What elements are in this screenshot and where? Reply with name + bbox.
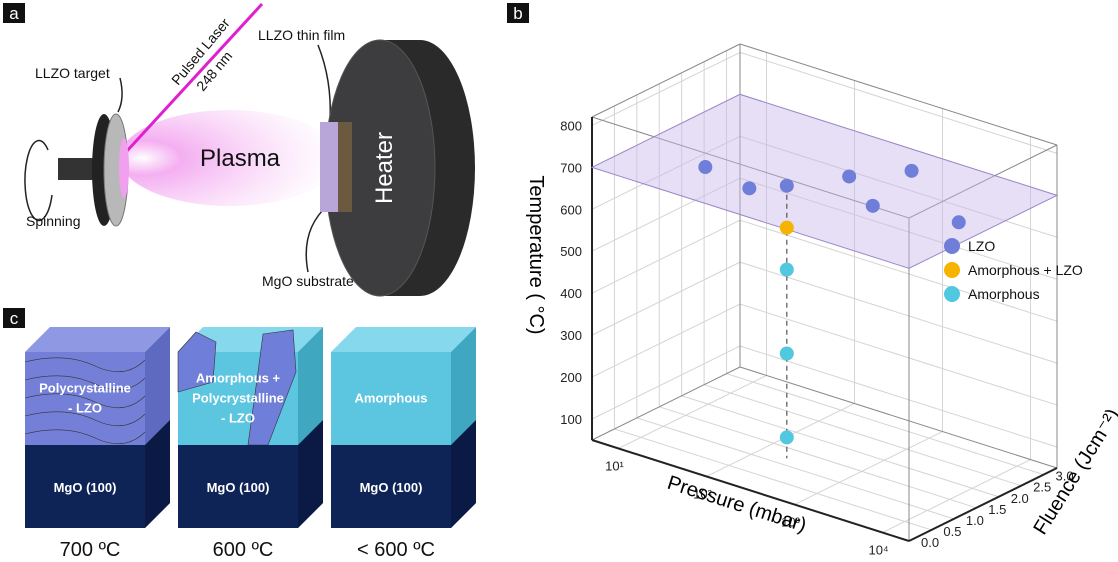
pointer <box>306 205 328 272</box>
z-tick-label: 400 <box>560 286 582 301</box>
data-point <box>952 215 966 229</box>
layer-label: - LZO <box>68 401 102 416</box>
figure: a LLZO target Pulsed Laser 248 nm Plasma… <box>0 0 1118 562</box>
z-tick-label: 200 <box>560 370 582 385</box>
temperature-label: < 600 ºC <box>357 539 435 561</box>
panel-b: b <box>507 3 529 23</box>
legend-label: LZO <box>968 238 995 254</box>
legend-marker <box>944 238 960 254</box>
pointer <box>118 78 122 112</box>
z-axis-title: Temperature ( °C) <box>525 175 547 334</box>
page: {"panel_a":{"label":"a","target":"LLZO t… <box>0 0 1118 562</box>
y-tick-label: 0.5 <box>943 524 961 539</box>
block-top <box>25 327 170 352</box>
substrate-label: MgO (100) <box>54 480 117 495</box>
data-point <box>780 430 794 444</box>
chart: 10¹10²10³10⁴0.00.51.01.52.02.53.01002003… <box>525 44 1118 558</box>
y-tick-label: 1.5 <box>988 502 1006 517</box>
label: Plasma <box>200 145 281 172</box>
y-tick-label: 0.0 <box>921 535 939 550</box>
spin-arrow <box>25 141 52 221</box>
substrate-label: MgO (100) <box>207 480 270 495</box>
data-point <box>742 181 756 195</box>
x-tick-label: 10⁴ <box>868 543 888 558</box>
panel-label: a <box>9 4 19 23</box>
data-point <box>698 160 712 174</box>
z-tick-label: 800 <box>560 118 582 133</box>
legend-label: Amorphous + LZO <box>968 262 1083 278</box>
label: Heater <box>371 132 398 204</box>
legend-label: Amorphous <box>968 286 1040 302</box>
y-tick-label: 2.5 <box>1033 480 1051 495</box>
substrate-label: MgO (100) <box>360 480 423 495</box>
block-top <box>331 327 476 352</box>
data-point <box>905 164 919 178</box>
layer-label: Polycrystalline <box>192 391 284 406</box>
label: LLZO thin film <box>258 27 345 43</box>
data-point <box>780 347 794 361</box>
data-point <box>780 263 794 277</box>
z-tick-label: 100 <box>560 412 582 427</box>
panel-c: c Polycrystalline - LZO MgO (100) 700 ºC Amo… <box>3 308 476 561</box>
legend-marker <box>944 262 960 278</box>
legend-marker <box>944 286 960 302</box>
pointer <box>318 45 330 120</box>
label: LLZO target <box>35 65 110 81</box>
temperature-label: 700 ºC <box>60 539 121 561</box>
target-spot <box>119 138 129 198</box>
layer-label: - LZO <box>221 411 255 426</box>
z-tick-label: 700 <box>560 160 582 175</box>
data-point <box>842 169 856 183</box>
data-point <box>866 199 880 213</box>
temperature-label: 600 ºC <box>213 539 274 561</box>
y-axis-title: Fluence (Jcm⁻²) <box>1029 405 1118 539</box>
z-tick-label: 600 <box>560 202 582 217</box>
panel-label: c <box>10 309 19 328</box>
layer-label: Amorphous <box>355 391 428 406</box>
block-layer <box>25 352 145 445</box>
x-tick-label: 10¹ <box>605 458 624 473</box>
x-axis-title: Pressure (mbar) <box>665 472 809 537</box>
panel-label: b <box>513 4 522 23</box>
data-point <box>780 179 794 193</box>
z-tick-label: 500 <box>560 244 582 259</box>
substrate <box>338 122 352 212</box>
z-tick-label: 300 <box>560 328 582 343</box>
label: MgO substrate <box>262 273 354 289</box>
y-tick-label: 2.0 <box>1011 491 1029 506</box>
layer-label: Polycrystalline <box>39 381 131 396</box>
panel-a: a LLZO target Pulsed Laser 248 nm Plasma… <box>3 3 475 296</box>
data-point <box>780 221 794 235</box>
label: Spinning <box>26 213 81 229</box>
y-tick-label: 1.0 <box>966 513 984 528</box>
layer-label: Amorphous + <box>196 371 281 386</box>
